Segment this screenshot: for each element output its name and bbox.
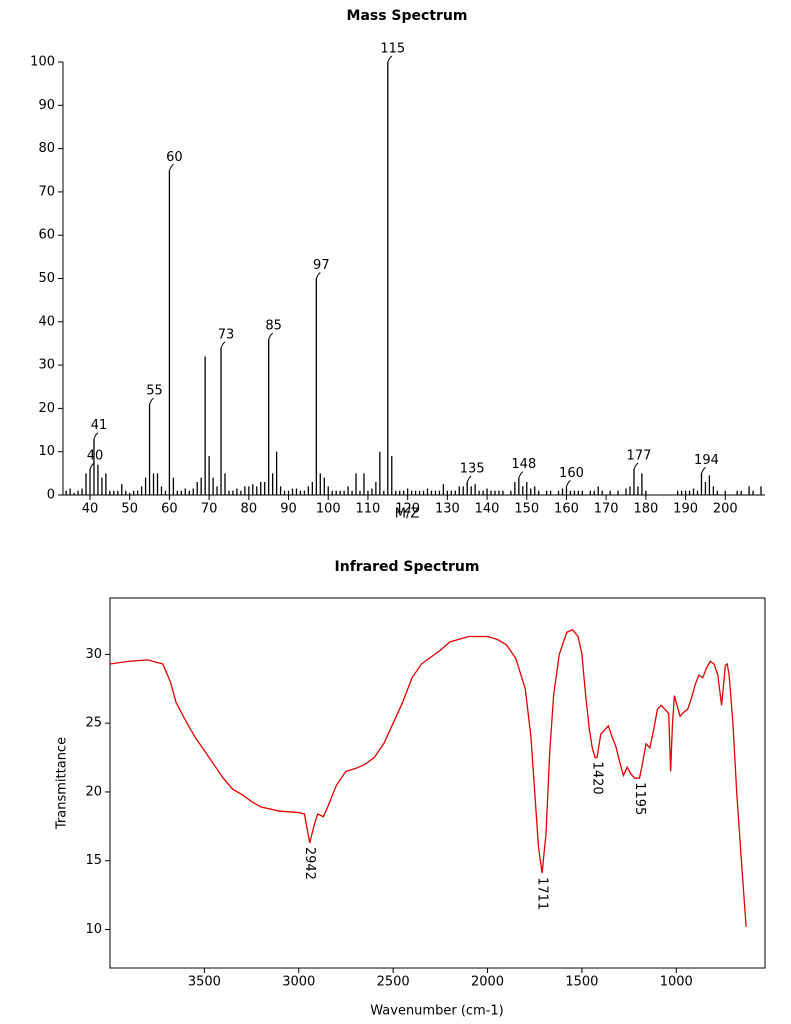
y-tick-label: 0 (47, 488, 55, 503)
peak-label: 115 (380, 42, 405, 57)
x-tick-label: 110 (356, 502, 381, 517)
peak-label: 2942 (302, 847, 317, 880)
y-axis-label: Transmittance (55, 737, 70, 830)
chart-title: Mass Spectrum (347, 8, 468, 24)
x-tick-label: 160 (554, 502, 579, 517)
label-leader (566, 479, 571, 487)
x-tick-label: 1000 (660, 975, 693, 990)
peak-label: 194 (694, 453, 719, 468)
peak-label: 1420 (590, 762, 605, 795)
peak-label: 55 (146, 384, 163, 399)
y-tick-label: 20 (38, 401, 55, 416)
y-tick-label: 100 (30, 55, 55, 70)
label-leader (466, 475, 472, 483)
chart-title: Infrared Spectrum (335, 559, 480, 575)
x-tick-label: 90 (280, 502, 297, 517)
x-tick-label: 80 (241, 502, 258, 517)
x-tick-label: 70 (201, 502, 218, 517)
label-leader (387, 55, 393, 63)
label-leader (268, 332, 274, 340)
label-leader (149, 397, 154, 405)
y-tick-label: 90 (38, 98, 55, 113)
x-tick-label: 150 (514, 502, 539, 517)
x-tick-label: 140 (475, 502, 500, 517)
x-tick-label: 200 (713, 502, 738, 517)
label-leader (315, 272, 321, 279)
y-tick-label: 10 (38, 444, 55, 459)
label-leader (89, 462, 95, 470)
x-tick-label: 50 (121, 502, 138, 517)
x-tick-label: 130 (435, 502, 460, 517)
label-leader (220, 341, 226, 349)
peak-label: 41 (91, 418, 108, 433)
spectrum-line (109, 628, 747, 927)
peak-label: 97 (313, 258, 330, 273)
y-tick-label: 15 (85, 853, 102, 868)
x-tick-label: 190 (673, 502, 698, 517)
label-leader (518, 471, 524, 478)
x-tick-label: 40 (82, 502, 99, 517)
label-leader (701, 466, 706, 474)
peak-label: 160 (559, 466, 584, 481)
x-tick-label: 60 (161, 502, 178, 517)
y-tick-label: 70 (38, 184, 55, 199)
y-tick-label: 10 (85, 922, 102, 937)
x-tick-label: 1500 (565, 975, 598, 990)
peak-label: 135 (460, 462, 485, 477)
peak-label: 177 (627, 449, 652, 464)
peak-label: 60 (166, 150, 183, 165)
x-tick-label: 170 (594, 502, 619, 517)
label-leader (93, 432, 99, 439)
x-tick-label: 3000 (282, 975, 315, 990)
peak-label: 73 (218, 327, 235, 342)
y-tick-label: 25 (85, 716, 102, 731)
y-tick-label: 30 (38, 358, 55, 373)
x-tick-label: 120 (395, 502, 420, 517)
x-axis-label: Wavenumber (cm-1) (370, 1004, 503, 1019)
peak-label: 1711 (535, 877, 550, 910)
label-leader (168, 163, 174, 171)
x-tick-label: 100 (316, 502, 341, 517)
peak-label: 148 (511, 457, 536, 472)
y-tick-label: 50 (38, 271, 55, 286)
y-tick-label: 40 (38, 314, 55, 329)
x-tick-label: 2500 (377, 975, 410, 990)
label-leader (633, 462, 639, 470)
x-axis-label: M/Z (395, 507, 420, 522)
y-tick-label: 30 (85, 647, 102, 662)
x-tick-label: 2000 (471, 975, 504, 990)
y-tick-label: 60 (38, 228, 55, 243)
x-tick-label: 3500 (188, 975, 221, 990)
x-tick-label: 180 (633, 502, 658, 517)
y-tick-label: 80 (38, 141, 55, 156)
plot-frame (109, 597, 766, 969)
y-tick-label: 20 (85, 784, 102, 799)
peak-label: 85 (265, 319, 282, 334)
peak-label: 1195 (632, 782, 647, 815)
peak-label: 40 (87, 449, 104, 464)
